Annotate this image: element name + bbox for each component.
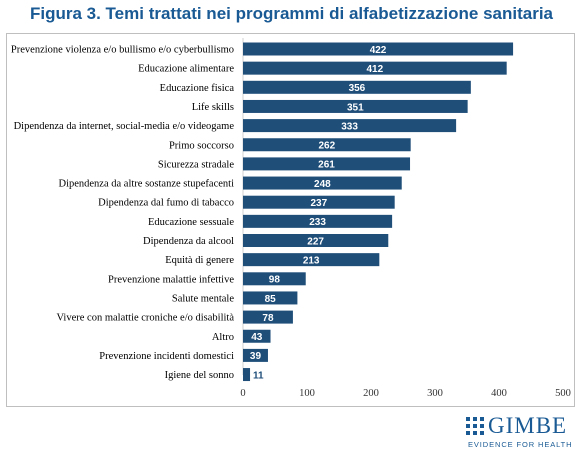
- bar-value-label: 43: [251, 332, 263, 343]
- bar-value-label: 11: [253, 370, 264, 381]
- category-label: Salute mentale: [172, 293, 234, 304]
- category-label: Prevenzione violenza e/o bullismo e/o cy…: [11, 45, 234, 56]
- category-label: Equità di genere: [165, 255, 234, 266]
- bar-value-label: 261: [318, 160, 335, 171]
- bar-value-label: 356: [349, 83, 366, 94]
- category-label: Altro: [212, 332, 234, 343]
- x-tick-label: 300: [427, 388, 443, 399]
- chart-frame: Prevenzione violenza e/o bullismo e/o cy…: [6, 33, 575, 407]
- bar-value-label: 233: [309, 217, 326, 228]
- x-tick-label: 0: [240, 388, 245, 399]
- logo-name: GIMBE: [488, 413, 567, 439]
- bar-value-label: 98: [269, 275, 281, 286]
- bar-value-label: 248: [314, 179, 331, 190]
- logo-tagline: EVIDENCE FOR HEALTH: [468, 440, 578, 449]
- bar-value-label: 227: [307, 236, 324, 247]
- category-label: Prevenzione malattie infettive: [108, 274, 234, 285]
- category-label: Primo soccorso: [169, 140, 234, 151]
- category-label: Educazione sessuale: [148, 217, 234, 228]
- gimbe-logo-mark-icon: [466, 417, 484, 435]
- category-label: Dipendenza da internet, social-media e/o…: [14, 121, 235, 132]
- bar-value-label: 85: [265, 294, 277, 305]
- category-label: Life skills: [192, 102, 234, 113]
- category-label: Sicurezza stradale: [158, 159, 234, 170]
- category-label: Dipendenza dal fumo di tabacco: [98, 198, 234, 209]
- category-label: Educazione fisica: [160, 83, 235, 94]
- x-tick-label: 400: [491, 388, 507, 399]
- bar-value-label: 213: [303, 255, 320, 266]
- category-label: Dipendenza da alcool: [143, 236, 234, 247]
- category-label: Prevenzione incidenti domestici: [99, 351, 234, 362]
- chart-title: Figura 3. Temi trattati nei programmi di…: [0, 4, 583, 24]
- category-label: Igiene del sonno: [165, 370, 234, 381]
- x-tick-label: 200: [363, 388, 379, 399]
- x-tick-label: 100: [299, 388, 315, 399]
- bar-value-label: 422: [370, 45, 387, 56]
- bar[interactable]: [243, 368, 250, 381]
- bar-value-label: 351: [347, 102, 364, 113]
- x-tick-label: 500: [555, 388, 571, 399]
- bar-value-label: 39: [250, 351, 262, 362]
- bar-value-label: 333: [341, 121, 358, 132]
- bar-value-label: 237: [310, 198, 327, 209]
- category-label: Dipendenza da altre sostanze stupefacent…: [58, 179, 234, 190]
- gimbe-logo: GIMBE EVIDENCE FOR HEALTH: [466, 416, 578, 456]
- bar-chart: Prevenzione violenza e/o bullismo e/o cy…: [7, 34, 574, 406]
- bar-value-label: 78: [262, 313, 274, 324]
- category-label: Educazione alimentare: [138, 64, 234, 75]
- category-label: Vivere con malattie croniche e/o disabil…: [56, 313, 234, 324]
- bar-value-label: 262: [318, 141, 335, 152]
- bar-value-label: 412: [366, 64, 383, 75]
